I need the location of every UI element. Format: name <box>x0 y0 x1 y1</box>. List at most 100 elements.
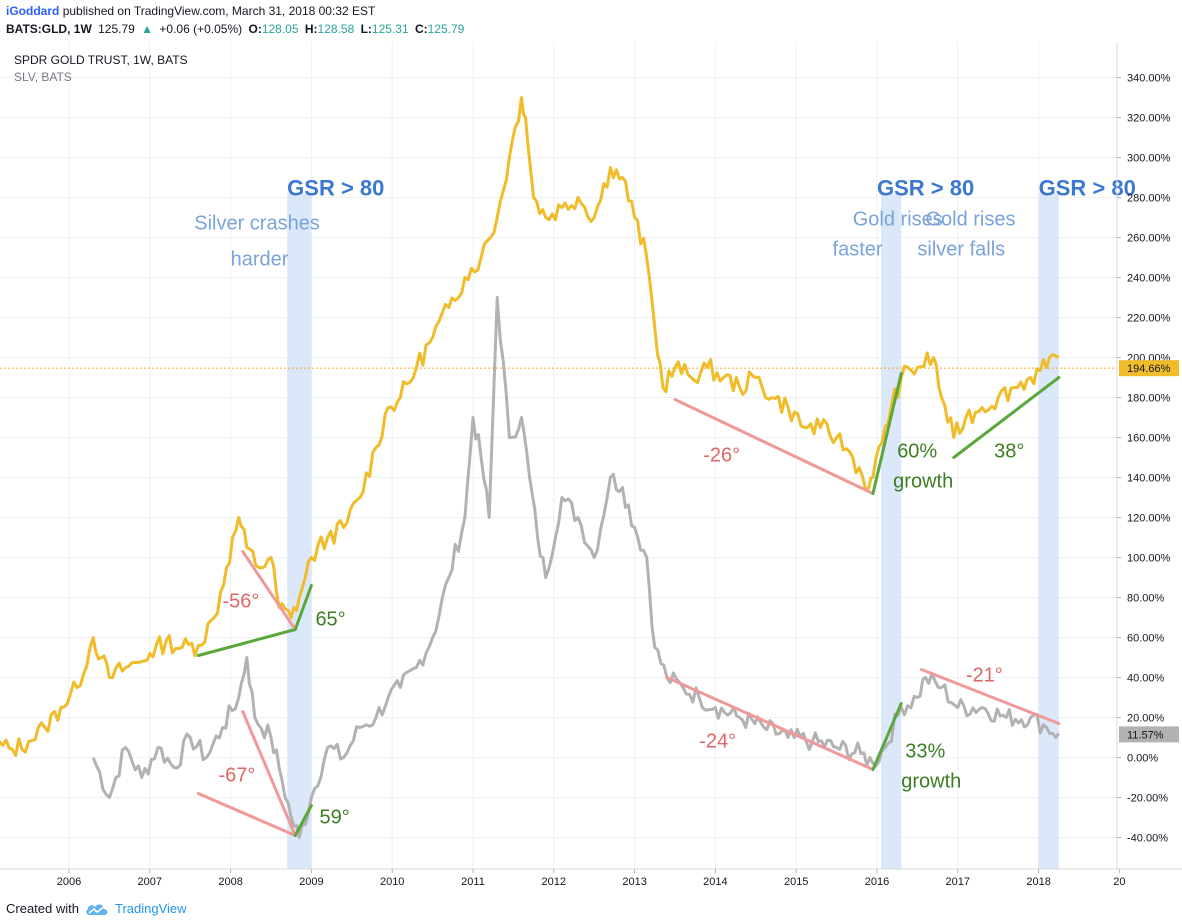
trend-line-green <box>293 584 313 631</box>
plot-area[interactable] <box>0 42 1117 869</box>
x-tick-label: 2008 <box>218 876 242 888</box>
y-tick-label: 20.00% <box>1127 713 1165 725</box>
x-tick-label: 2010 <box>380 876 404 888</box>
open-value: 128.05 <box>261 22 299 36</box>
x-tick-label: 2015 <box>784 876 808 888</box>
y-tick-label: 340.00% <box>1127 73 1171 85</box>
annotation-note: Silver crashes <box>194 213 320 235</box>
price-chart[interactable]: GSR > 80 GSR > 80 GSR > 80 Silver crashes ha… <box>0 40 1182 895</box>
published-text: published on TradingView.com, March 31, … <box>62 4 376 18</box>
annotation-note: Gold rises <box>925 209 1015 231</box>
angle-label: 59° <box>319 807 349 829</box>
x-tick-label: 2009 <box>299 876 323 888</box>
low-value: 125.31 <box>371 22 409 36</box>
y-tick-label: -20.00% <box>1127 793 1168 805</box>
gold-series-line <box>0 96 1060 757</box>
x-tick-label: 2006 <box>57 876 81 888</box>
gsr-label: GSR > 80 <box>877 176 974 201</box>
tradingview-cloud-icon <box>86 904 108 915</box>
x-tick-label: 2016 <box>865 876 889 888</box>
trend-line-red <box>673 398 875 495</box>
angle-label: -24° <box>699 731 736 753</box>
angle-label: 65° <box>315 609 345 631</box>
tradingview-link[interactable]: TradingView <box>114 901 187 916</box>
angle-label: -21° <box>966 665 1003 687</box>
price-badge <box>1119 360 1179 377</box>
x-tick-label: 2012 <box>542 876 566 888</box>
trend-line-green <box>293 804 313 837</box>
angle-label: 38° <box>994 441 1024 463</box>
y-tick-label: 280.00% <box>1127 193 1171 205</box>
y-tick-label: 140.00% <box>1127 473 1171 485</box>
legend-compare: SLV, BATS <box>14 70 72 84</box>
symbol-info: BATS:GLD, 1W 125.79 ▲ +0.06 (+0.05%) O:1… <box>6 22 467 36</box>
author-link[interactable]: iGoddard <box>6 4 60 18</box>
trend-line-red <box>241 710 297 837</box>
x-tick-label: 2017 <box>946 876 970 888</box>
y-tick-label: 100.00% <box>1127 553 1171 565</box>
time-axis[interactable]: 2006 2007 2008 2009 2010 2011 2012 2013 2014 2015… <box>57 869 1126 888</box>
x-tick-label: 2007 <box>138 876 162 888</box>
trend-line-green <box>871 702 903 771</box>
price-axis[interactable]: 340.00% 320.00% 300.00% 280.00% 260.00% 240.0… <box>1117 73 1171 845</box>
price-badge <box>1119 726 1179 743</box>
y-tick-label: 80.00% <box>1127 593 1165 605</box>
price-badge-label: 194.66% <box>1127 363 1171 375</box>
angle-label: growth <box>901 771 961 793</box>
annotation-note: Gold rises <box>853 209 943 231</box>
y-tick-label: 320.00% <box>1127 113 1171 125</box>
footer: Created with TradingView <box>6 901 187 916</box>
x-tick-label: 2011 <box>461 876 485 888</box>
angle-label: 33% <box>905 741 945 763</box>
y-tick-label: 60.00% <box>1127 633 1165 645</box>
last-price: 125.79 <box>98 22 135 36</box>
y-tick-label: 300.00% <box>1127 153 1171 165</box>
gsr-band <box>881 193 902 869</box>
x-tick-label: 2013 <box>622 876 646 888</box>
y-tick-label: 120.00% <box>1127 513 1171 525</box>
price-badges: 194.66% 11.57% <box>1119 360 1179 743</box>
gsr-band <box>1038 193 1059 869</box>
high-label: H: <box>304 22 318 36</box>
gsr-label: GSR > 80 <box>287 176 384 201</box>
up-arrow-icon: ▲ <box>141 22 154 36</box>
trend-line-green <box>952 376 1061 459</box>
trend-lines <box>196 372 1061 837</box>
x-tick-label: 20 <box>1113 876 1125 888</box>
close-label: C: <box>414 22 428 36</box>
created-with-label: Created with <box>6 901 79 916</box>
y-tick-label: 240.00% <box>1127 273 1171 285</box>
y-tick-label: 260.00% <box>1127 233 1171 245</box>
y-tick-label: 160.00% <box>1127 433 1171 445</box>
annotation-note: faster <box>833 239 883 261</box>
open-label: O: <box>248 22 262 36</box>
annotation-note: silver falls <box>917 239 1005 261</box>
high-value: 128.58 <box>317 22 355 36</box>
x-tick-label: 2014 <box>703 876 727 888</box>
symbol-label: BATS:GLD, 1W <box>6 22 92 36</box>
close-value: 125.79 <box>427 22 465 36</box>
x-tick-label: 2018 <box>1026 876 1050 888</box>
y-tick-label: 40.00% <box>1127 673 1165 685</box>
angle-label: -56° <box>223 591 260 613</box>
angle-label: growth <box>893 471 953 493</box>
trend-line-green <box>196 628 297 657</box>
angle-label: 60% <box>897 441 937 463</box>
trend-line-red <box>196 792 297 837</box>
legend-main: SPDR GOLD TRUST, 1W, BATS <box>14 53 188 67</box>
low-label: L: <box>360 22 372 36</box>
trend-line-red <box>241 550 297 631</box>
annotation-note: harder <box>231 249 289 271</box>
chart-grid <box>0 42 1117 869</box>
y-tick-label: 220.00% <box>1127 313 1171 325</box>
gsr-bands <box>287 193 1059 869</box>
chart-annotations: GSR > 80 GSR > 80 GSR > 80 Silver crashes ha… <box>194 176 1136 829</box>
angle-label: -26° <box>703 445 740 467</box>
y-tick-label: 0.00% <box>1127 753 1158 765</box>
angle-label: -67° <box>218 765 255 787</box>
publish-info: iGoddard published on TradingView.com, M… <box>6 4 375 18</box>
gsr-band <box>287 193 312 869</box>
price-badge-label: 11.57% <box>1127 729 1164 741</box>
trend-line-red <box>919 668 1061 725</box>
y-tick-label: 180.00% <box>1127 393 1171 405</box>
